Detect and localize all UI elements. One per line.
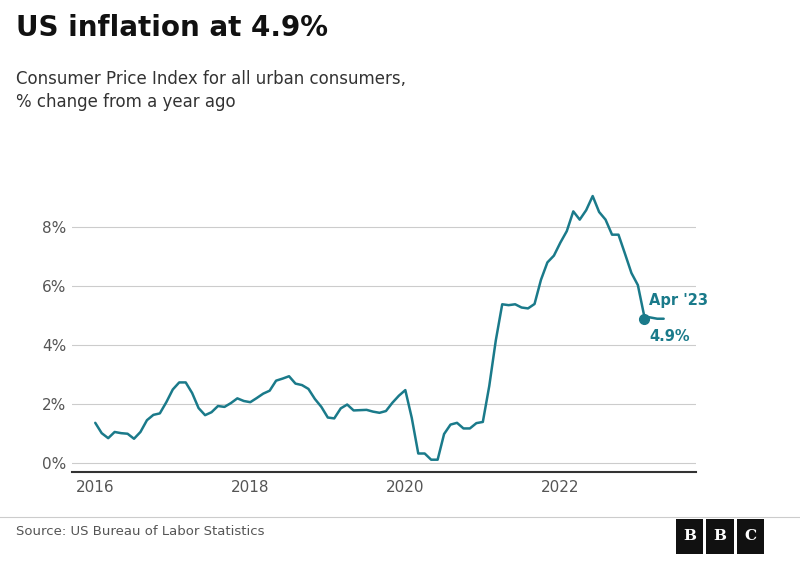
Text: US inflation at 4.9%: US inflation at 4.9% [16,14,328,42]
Text: Apr '23: Apr '23 [649,293,708,309]
Text: B: B [683,529,696,543]
Text: % change from a year ago: % change from a year ago [16,93,236,111]
Text: Consumer Price Index for all urban consumers,: Consumer Price Index for all urban consu… [16,70,406,88]
Text: Source: US Bureau of Labor Statistics: Source: US Bureau of Labor Statistics [16,524,265,538]
Text: B: B [714,529,726,543]
Text: 4.9%: 4.9% [649,329,690,344]
Text: C: C [744,529,757,543]
